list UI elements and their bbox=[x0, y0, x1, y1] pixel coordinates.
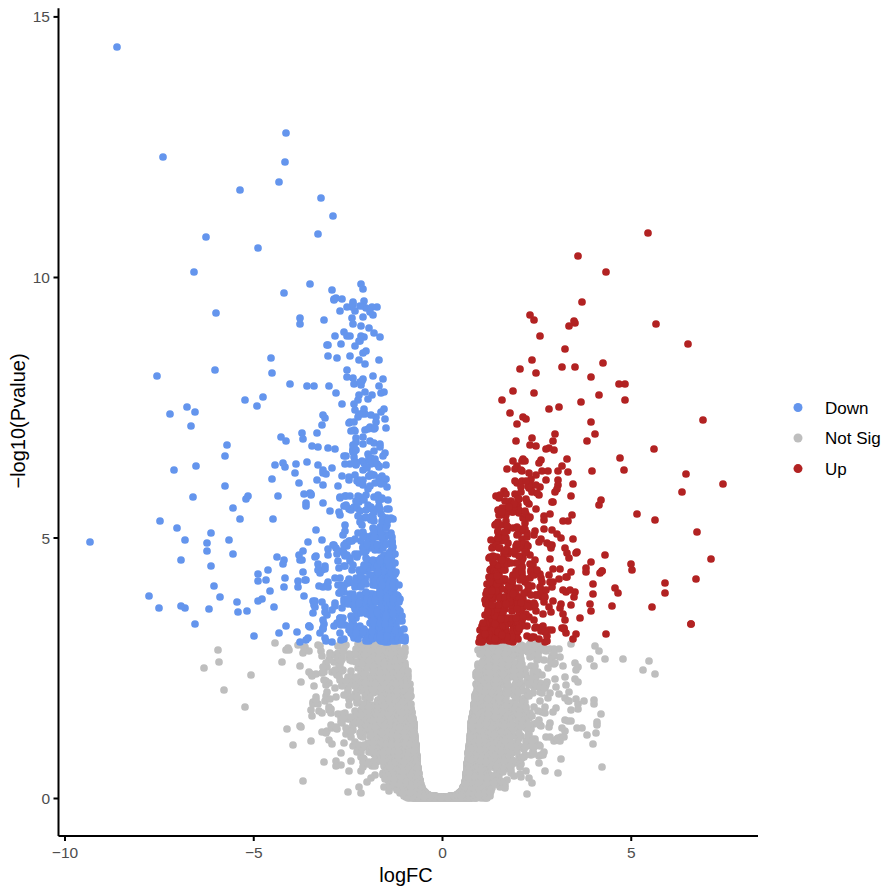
svg-text:logFC: logFC bbox=[379, 864, 432, 886]
svg-text:−log10(Pvalue): −log10(Pvalue) bbox=[7, 353, 29, 488]
svg-text:−5: −5 bbox=[245, 844, 263, 861]
svg-text:−10: −10 bbox=[52, 844, 79, 861]
svg-text:0: 0 bbox=[41, 790, 50, 807]
svg-text:15: 15 bbox=[33, 8, 50, 25]
svg-text:0: 0 bbox=[438, 844, 447, 861]
svg-text:Down: Down bbox=[825, 399, 868, 418]
svg-text:Not Sig: Not Sig bbox=[825, 429, 881, 448]
svg-text:10: 10 bbox=[33, 269, 51, 286]
svg-text:5: 5 bbox=[41, 530, 50, 547]
svg-text:5: 5 bbox=[627, 844, 636, 861]
svg-text:Up: Up bbox=[825, 460, 847, 479]
